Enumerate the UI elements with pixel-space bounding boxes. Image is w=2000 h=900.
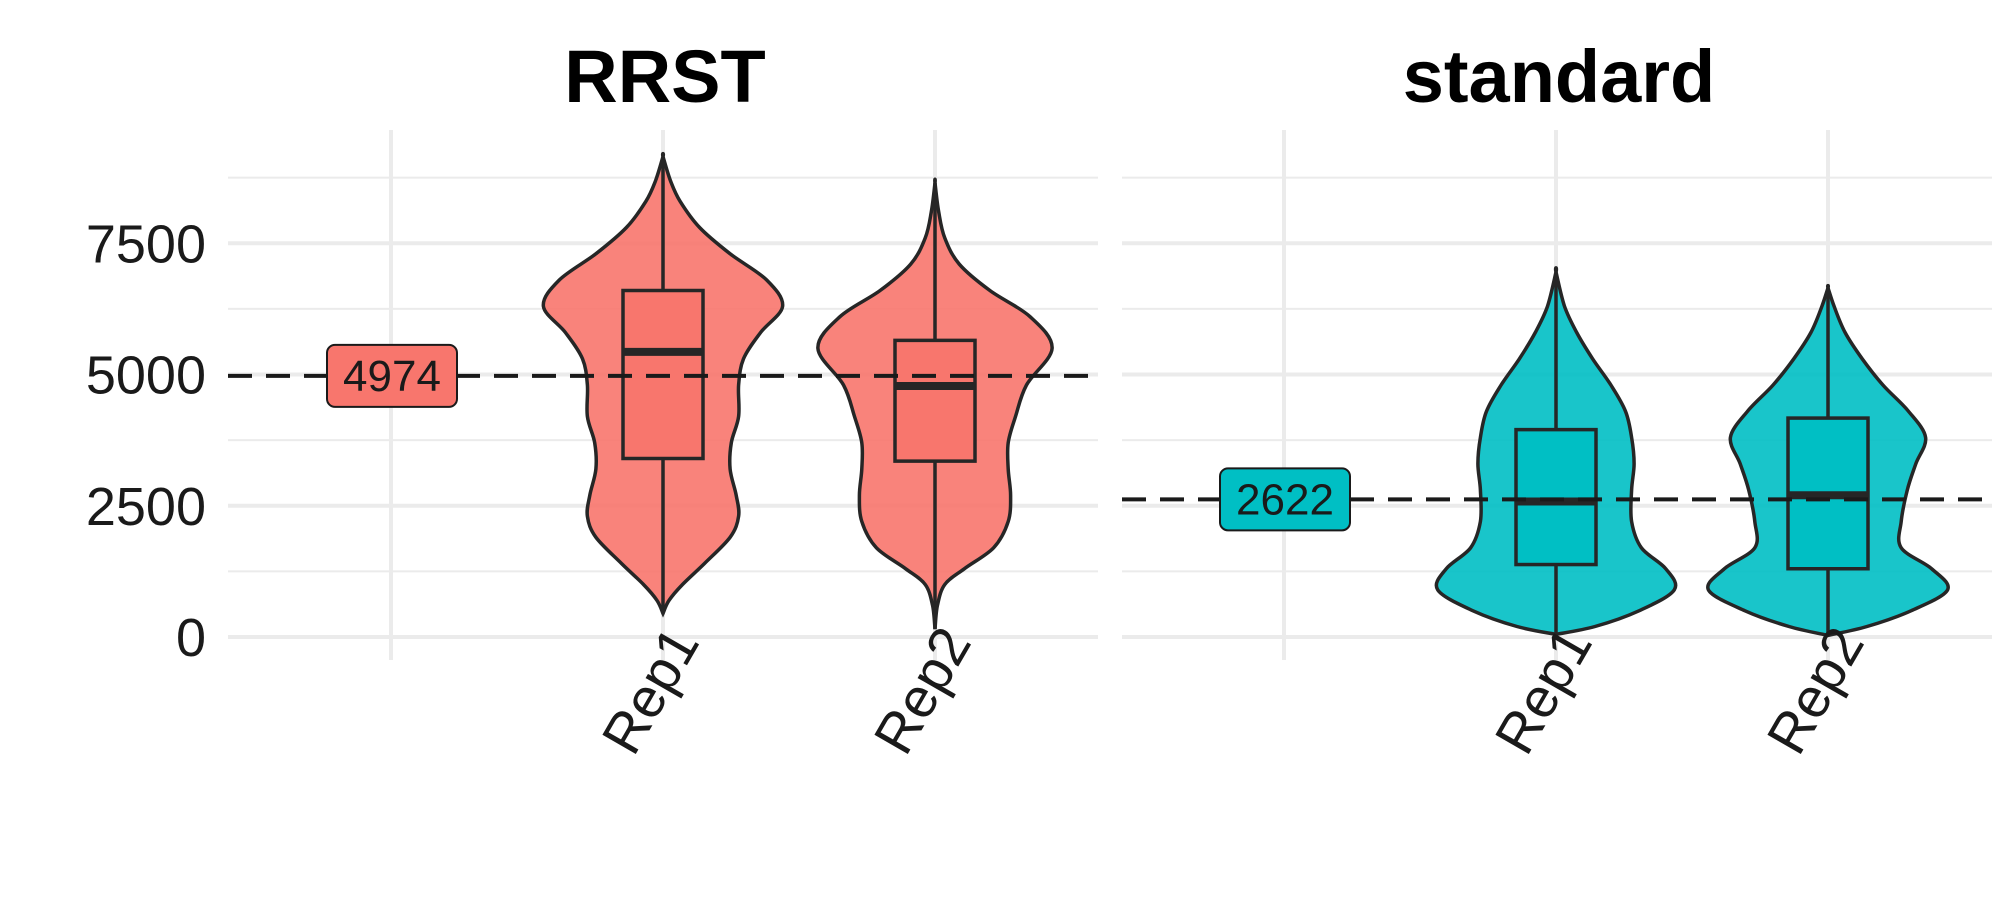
y-tick-label: 7500 (86, 214, 206, 274)
reference-label-box (326, 343, 458, 408)
box-rep2 (893, 338, 977, 463)
y-tick-label: 2500 (86, 477, 206, 537)
facet-title: RRST (564, 35, 765, 118)
reference-label: 2622 (1236, 475, 1334, 524)
reference-label: 4974 (343, 352, 441, 401)
y-tick-label: 5000 (86, 346, 206, 406)
box-rep1 (1514, 427, 1598, 567)
facet-title: standard (1403, 35, 1716, 118)
reference-label-box (1219, 467, 1351, 532)
y-tick-label: 0 (176, 608, 206, 668)
